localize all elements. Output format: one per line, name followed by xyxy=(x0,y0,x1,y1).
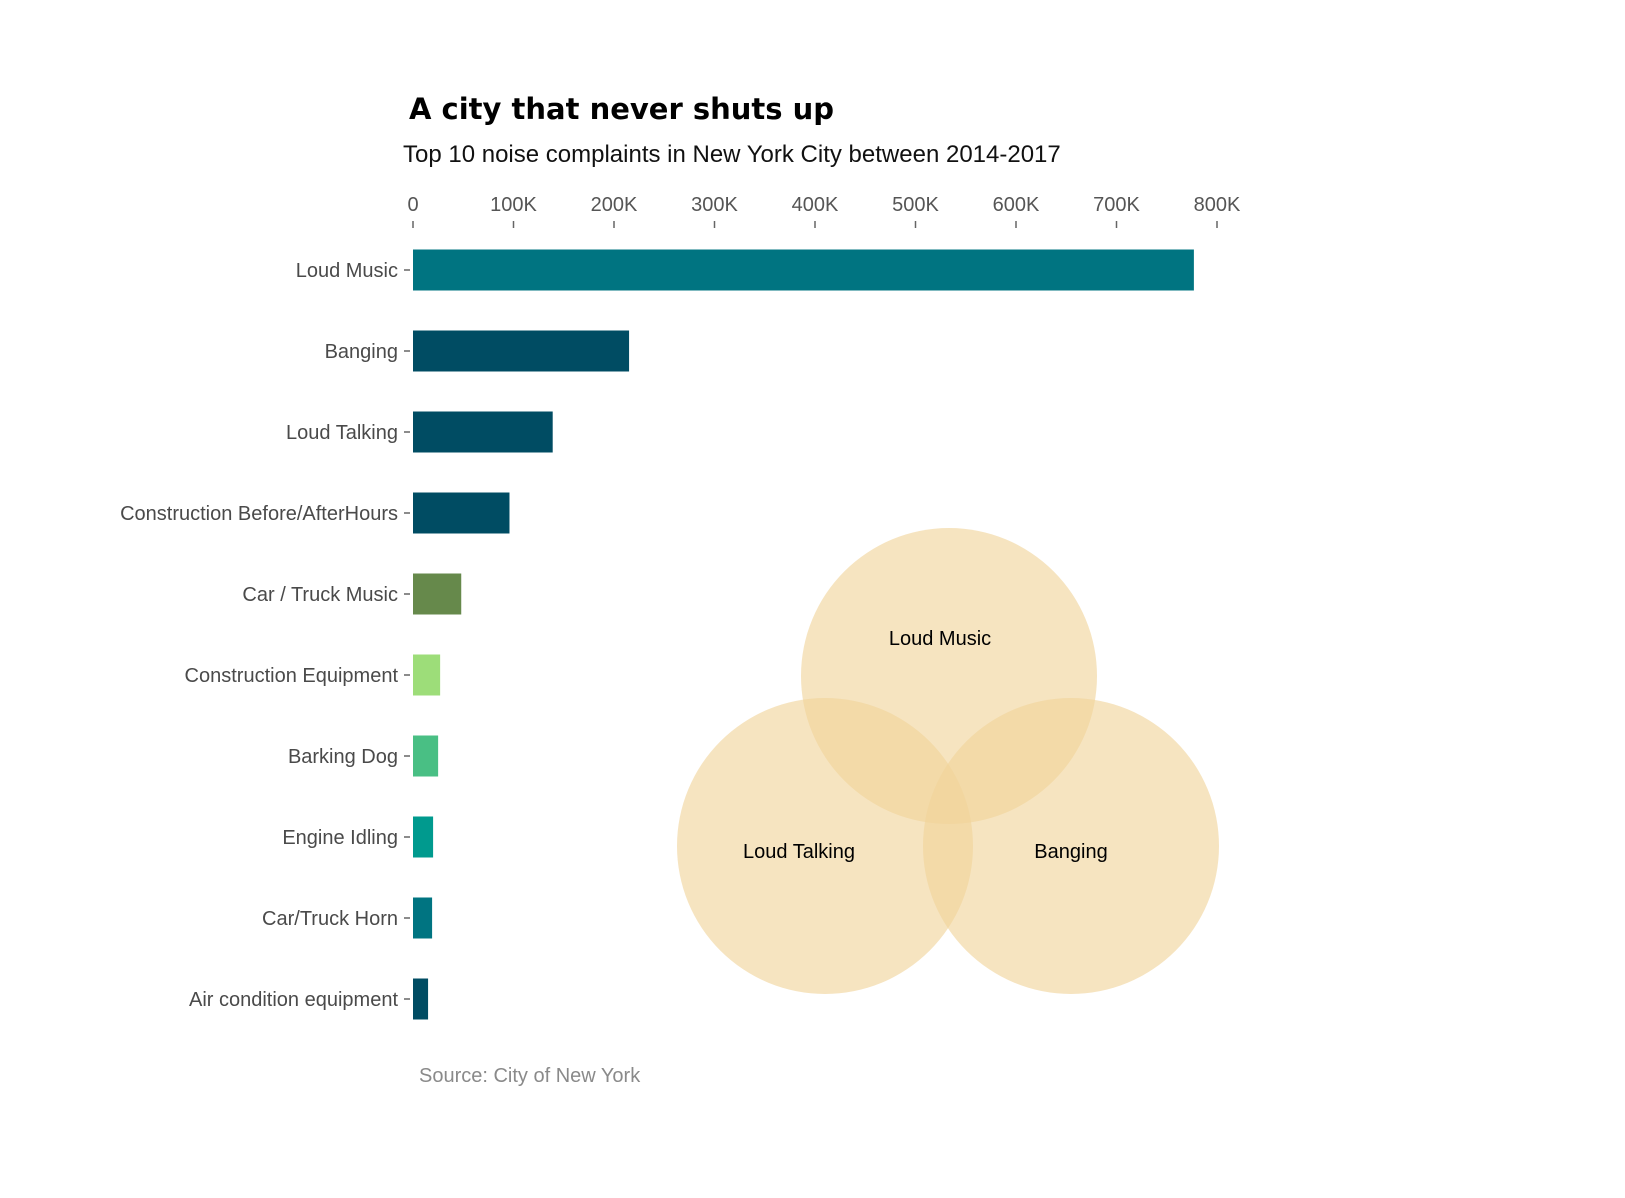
venn-set-label: Banging xyxy=(1034,841,1107,863)
bar xyxy=(413,735,439,777)
x-tick-label: 800K xyxy=(1194,194,1241,216)
category-label: Construction Before/AfterHours xyxy=(120,503,398,525)
x-tick-label: 700K xyxy=(1093,194,1140,216)
x-tick-label: 200K xyxy=(591,194,638,216)
category-label: Loud Music xyxy=(296,260,398,282)
venn-set-label: Loud Talking xyxy=(743,841,855,863)
category-label: Construction Equipment xyxy=(185,665,399,687)
bar-series xyxy=(413,249,1194,1020)
bar xyxy=(413,978,429,1020)
x-tick-label: 300K xyxy=(691,194,738,216)
venn-set-label: Loud Music xyxy=(889,628,991,650)
bar xyxy=(413,573,462,615)
bar xyxy=(413,816,434,858)
x-tick-label: 100K xyxy=(490,194,537,216)
y-axis: Loud Music Banging Loud Talking Constructio… xyxy=(120,260,410,1011)
category-label: Engine Idling xyxy=(282,827,398,849)
x-tick-label: 600K xyxy=(993,194,1040,216)
category-label: Car/Truck Horn xyxy=(262,908,398,930)
x-tick-label: 0 xyxy=(407,194,418,216)
venn-diagram: Loud Music Loud Talking Banging xyxy=(677,528,1219,994)
venn-circle xyxy=(677,698,973,994)
bar xyxy=(413,249,1194,291)
category-label: Barking Dog xyxy=(288,746,398,768)
source-note: Source: City of New York xyxy=(419,1065,641,1087)
x-tick-label: 500K xyxy=(892,194,939,216)
chart-title: A city that never shuts up xyxy=(409,92,835,126)
bar xyxy=(413,897,433,939)
x-tick-label: 400K xyxy=(792,194,839,216)
bar xyxy=(413,411,553,453)
category-label: Loud Talking xyxy=(286,422,398,444)
bar xyxy=(413,492,510,534)
venn-circle xyxy=(923,698,1219,994)
category-label: Car / Truck Music xyxy=(242,584,398,606)
category-label: Air condition equipment xyxy=(189,989,398,1011)
x-axis: 0 100K 200K 300K 400K 500K 600K 700K 800K xyxy=(407,194,1241,228)
bar xyxy=(413,654,441,696)
category-label: Banging xyxy=(325,341,398,363)
chart-subtitle: Top 10 noise complaints in New York City… xyxy=(403,141,1061,168)
bar xyxy=(413,330,630,372)
